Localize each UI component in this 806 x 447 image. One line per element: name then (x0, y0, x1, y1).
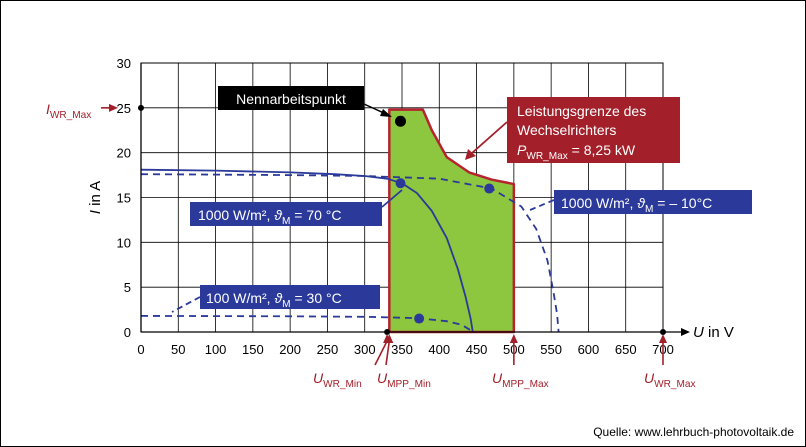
nennarbeitspunkt-box (218, 86, 364, 110)
y-tick-label: 5 (124, 280, 131, 295)
u-wr-max-label: UWR_Max (644, 370, 696, 390)
data-marker-3 (414, 313, 425, 324)
label-70c-box (190, 202, 382, 226)
y-tick-label: 20 (117, 146, 131, 161)
label-70c-connector (381, 189, 403, 208)
label-minus10c-text: 1000 W/m², ϑM = – 10°C (561, 195, 712, 215)
x-tick-label: 600 (578, 342, 600, 357)
nennarbeitspunkt-pointer-head (380, 109, 392, 117)
u-mpp-min-arrow-head (385, 334, 394, 343)
x-tick-label: 350 (391, 342, 413, 357)
y-tick-label: 15 (117, 191, 131, 206)
u-mpp-min-label: UMPP_Min (377, 370, 431, 390)
x-tick-label: 150 (242, 342, 264, 357)
label-minus10c-box (554, 190, 752, 214)
inverter-limit-power: PWR_Max = 8,25 kW (517, 142, 636, 162)
iv-curve-0 (140, 168, 474, 333)
inverter-limit-line1: Leistungsgrenze des (517, 103, 646, 119)
data-marker-4 (138, 104, 144, 111)
x-tick-label: 50 (171, 342, 185, 357)
iv-curve-2 (140, 315, 474, 333)
label-minus10c-connector (529, 199, 555, 211)
source-credit: Quelle: www.lehrbuch-photovoltaik.de (593, 425, 794, 439)
x-tick-label: 100 (205, 342, 227, 357)
u-wr-min-arrow-line (374, 340, 388, 366)
u-mpp-min-arrow-line (385, 340, 391, 366)
y-tick-label: 10 (117, 235, 131, 250)
nennarbeitspunkt-label: Nennarbeitspunkt (236, 91, 346, 107)
inverter-limit-box (507, 97, 680, 163)
y-tick-label: 25 (117, 101, 131, 116)
data-marker-2 (484, 183, 495, 194)
data-marker-5 (384, 329, 391, 335)
label-100wm2-box (200, 285, 380, 309)
x-tick-label: 200 (279, 342, 301, 357)
data-marker-0 (395, 115, 407, 127)
inverter-limit-line2: Wechselrichters (517, 122, 616, 138)
u-mpp-max-arrow-head (509, 334, 518, 343)
u-mpp-max-label: UMPP_Max (492, 370, 549, 390)
x-tick-label: 650 (615, 342, 637, 357)
u-wr-max-arrow-head (659, 334, 667, 343)
x-tick-label: 450 (466, 342, 488, 357)
x-axis-label: U in V (693, 324, 734, 341)
x-axis-arrow (681, 328, 690, 336)
y-tick-label: 30 (117, 56, 131, 71)
y-tick-label: 0 (124, 325, 131, 340)
x-tick-label: 400 (428, 342, 450, 357)
i-wr-max-arrow-head (109, 103, 118, 112)
u-wr-min-label: UWR_Min (313, 370, 362, 390)
data-marker-6 (660, 329, 666, 335)
inverter-operating-region (388, 108, 516, 334)
x-tick-label: 250 (317, 342, 339, 357)
i-wr-max-label: IWR_Max (46, 101, 91, 121)
x-tick-label: 0 (137, 342, 144, 357)
iv-curve-1 (140, 173, 560, 333)
x-tick-label: 550 (540, 342, 562, 357)
inverter-limit-pointer (471, 121, 508, 154)
data-marker-1 (395, 178, 406, 189)
x-tick-label: 300 (354, 342, 376, 357)
label-100wm2-connector (171, 296, 201, 313)
label-70c-text: 1000 W/m², ϑM = 70 °C (198, 207, 342, 227)
inverter-limit-pointer-head (465, 149, 476, 160)
y-axis-label: I in A (87, 181, 104, 214)
label-100wm2-text: 100 W/m², ϑM = 30 °C (206, 290, 342, 310)
